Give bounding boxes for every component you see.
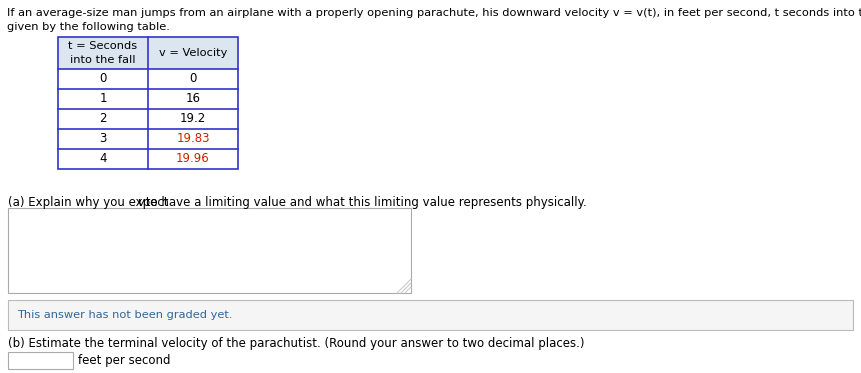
Text: v = Velocity: v = Velocity xyxy=(158,48,227,58)
Bar xyxy=(58,37,148,69)
Text: 19.96: 19.96 xyxy=(177,153,210,166)
Text: v: v xyxy=(137,196,144,209)
Text: 3: 3 xyxy=(99,132,107,145)
Text: (a) Explain why you expect: (a) Explain why you expect xyxy=(8,196,172,209)
Text: 0: 0 xyxy=(189,72,196,85)
Text: (b) Estimate the terminal velocity of the parachutist. (Round your answer to two: (b) Estimate the terminal velocity of th… xyxy=(8,337,585,350)
Text: given by the following table.: given by the following table. xyxy=(7,22,170,32)
Text: 1: 1 xyxy=(99,93,107,106)
Bar xyxy=(8,352,73,369)
Text: If an average-size man jumps from an airplane with a properly opening parachute,: If an average-size man jumps from an air… xyxy=(7,8,861,18)
Text: to have a limiting value and what this limiting value represents physically.: to have a limiting value and what this l… xyxy=(142,196,587,209)
Text: 16: 16 xyxy=(185,93,201,106)
Bar xyxy=(8,208,411,293)
Text: feet per second: feet per second xyxy=(78,354,170,367)
Text: t = Seconds
into the fall: t = Seconds into the fall xyxy=(68,41,138,65)
Text: 4: 4 xyxy=(99,153,107,166)
Text: 19.2: 19.2 xyxy=(180,113,206,125)
Text: This answer has not been graded yet.: This answer has not been graded yet. xyxy=(17,310,232,320)
Text: 2: 2 xyxy=(99,113,107,125)
Bar xyxy=(148,37,238,69)
Text: 19.83: 19.83 xyxy=(177,132,210,145)
Bar xyxy=(58,37,238,169)
Bar xyxy=(8,300,853,330)
Text: 0: 0 xyxy=(99,72,107,85)
